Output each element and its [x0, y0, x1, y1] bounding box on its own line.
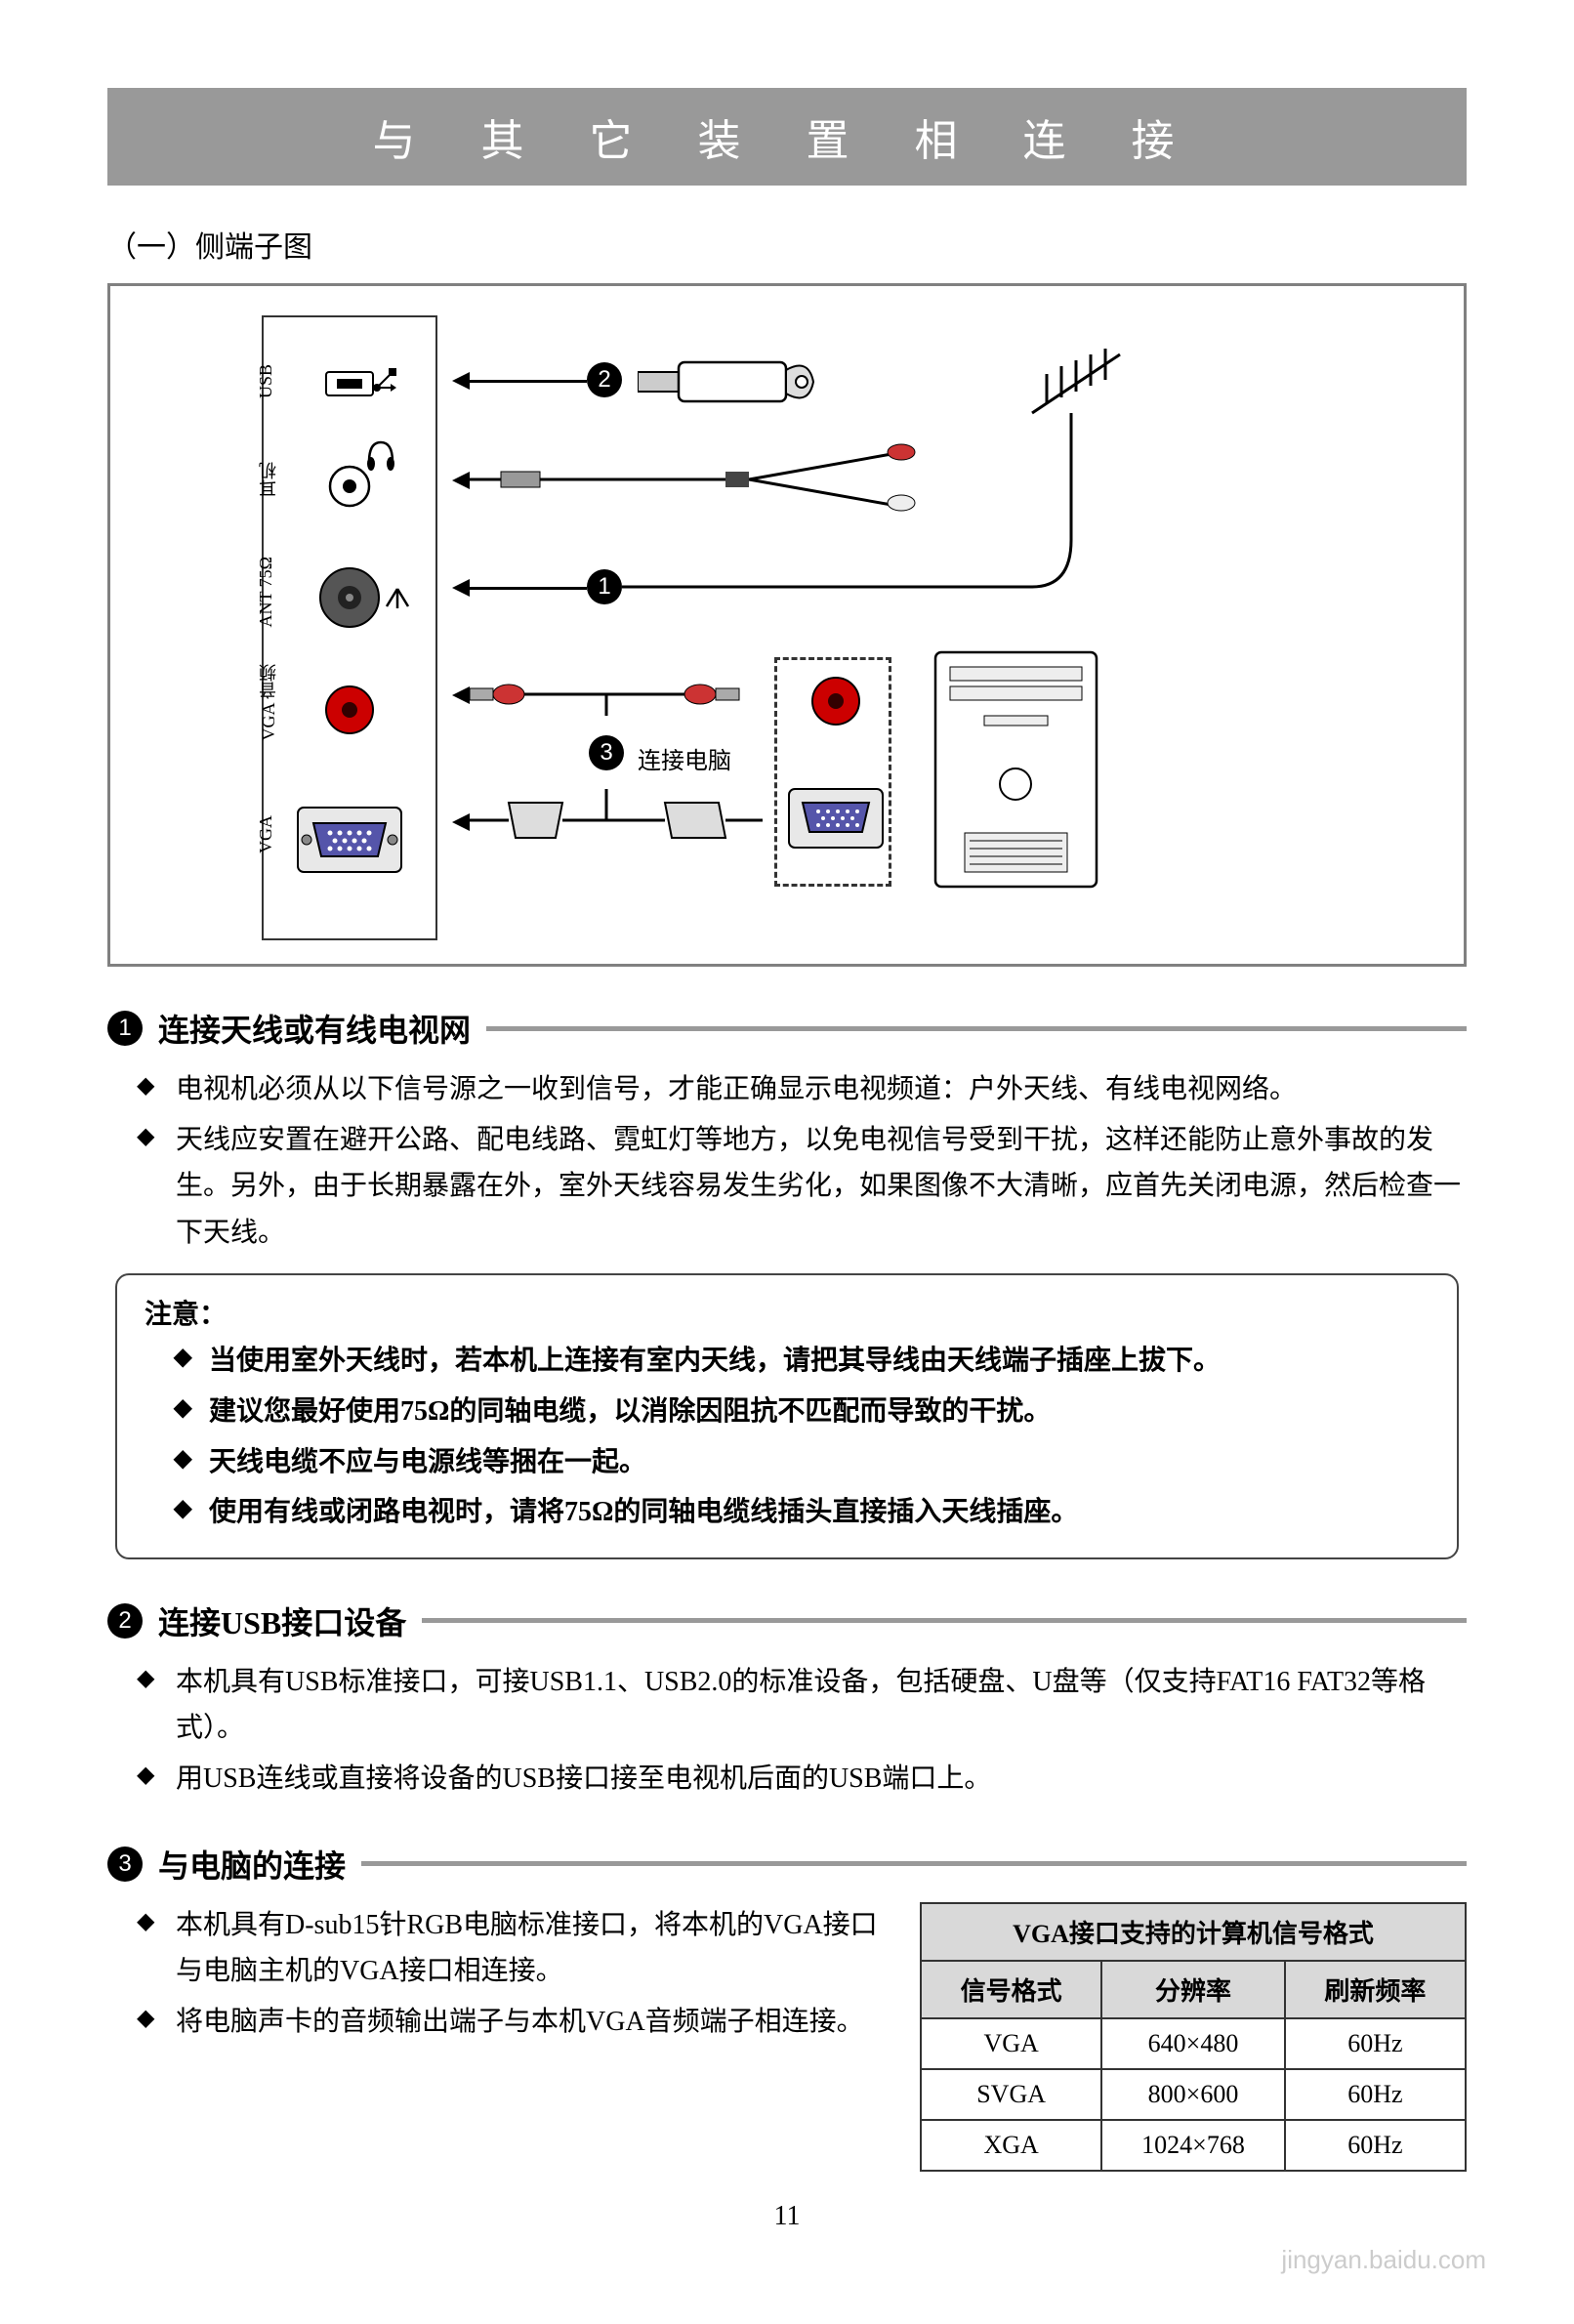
vga-port-label: VGA — [256, 815, 276, 853]
list-item: 使用有线或闭路电视时，请将75Ω的同轴电缆线插头直接插入天线插座。 — [174, 1489, 1429, 1536]
side-terminal-diagram: USB 耳机 — [107, 283, 1467, 967]
rule-icon — [361, 1861, 1467, 1866]
tv-side-panel: USB 耳机 — [262, 315, 437, 940]
vga-table-header: 信号格式 — [921, 1961, 1101, 2018]
vga-cell: VGA — [921, 2018, 1101, 2069]
vga-cable-icon — [470, 789, 821, 857]
section-3-content: 本机具有D-sub15针RGB电脑标准接口，将本机的VGA接口与电脑主机的VGA… — [107, 1902, 1467, 2172]
section-3-title: 与电脑的连接 — [158, 1842, 346, 1887]
usb-port-icon — [325, 371, 374, 400]
arrow-icon — [452, 813, 470, 831]
section-2-bullets: 本机具有USB标准接口，可接USB1.1、USB2.0的标准设备，包括硬盘、U盘… — [107, 1659, 1467, 1803]
usb-port-label: USB — [256, 364, 276, 398]
vga-cell: SVGA — [921, 2069, 1101, 2120]
pc-vga-jack-icon — [787, 787, 885, 850]
pc-io-box — [774, 657, 891, 887]
vga-cell: XGA — [921, 2120, 1101, 2171]
pc-audio-jack-icon — [809, 675, 862, 727]
vga-formats-table: VGA接口支持的计算机信号格式 信号格式 分辨率 刷新频率 VGA 640×48… — [920, 1902, 1467, 2172]
rule-icon — [422, 1618, 1467, 1623]
vga-port-icon — [296, 806, 403, 874]
arrow-icon — [452, 579, 470, 597]
section-3-bullets: 本机具有D-sub15针RGB电脑标准接口，将本机的VGA接口与电脑主机的VGA… — [107, 1902, 891, 2046]
table-row: VGA 640×480 60Hz — [921, 2018, 1466, 2069]
list-item: 天线应安置在避开公路、配电线路、霓虹灯等地方，以免电视信号受到干扰，这样还能防止… — [137, 1117, 1467, 1257]
vga-audio-port-icon — [323, 684, 376, 736]
section-3-header: 3 与电脑的连接 — [107, 1842, 1467, 1887]
vga-cell: 1024×768 — [1101, 2120, 1285, 2171]
rule-icon — [486, 1026, 1467, 1031]
vga-table-title: VGA接口支持的计算机信号格式 — [921, 1903, 1466, 1961]
note-box: 注意： 当使用室外天线时，若本机上连接有室内天线，请把其导线由天线端子插座上拔下… — [115, 1273, 1459, 1558]
list-item: 本机具有USB标准接口，可接USB1.1、USB2.0的标准设备，包括硬盘、U盘… — [137, 1659, 1467, 1752]
vga-table-header: 分辨率 — [1101, 1961, 1285, 2018]
section-1-bullets: 电视机必须从以下信号源之一收到信号，才能正确显示电视频道：户外天线、有线电视网络… — [107, 1066, 1467, 1256]
note-bullets: 当使用室外天线时，若本机上连接有室内天线，请把其导线由天线端子插座上拔下。 建议… — [145, 1338, 1429, 1535]
list-item: 当使用室外天线时，若本机上连接有室内天线，请把其导线由天线端子插座上拔下。 — [174, 1338, 1429, 1385]
ant-port-icon — [318, 566, 381, 629]
section-2-header: 2 连接USB接口设备 — [107, 1598, 1467, 1643]
arrow-icon — [452, 686, 470, 704]
connect-pc-label: 连接电脑 — [638, 741, 731, 775]
section-1-title: 连接天线或有线电视网 — [158, 1006, 471, 1051]
list-item: 用USB连线或直接将设备的USB接口接至电视机后面的USB端口上。 — [137, 1756, 1467, 1803]
table-row: SVGA 800×600 60Hz — [921, 2069, 1466, 2120]
vga-cell: 800×600 — [1101, 2069, 1285, 2120]
rca-cable-icon — [470, 677, 802, 716]
headphone-port-label: 耳机 — [256, 462, 281, 497]
section-2-title: 连接USB接口设备 — [158, 1598, 406, 1643]
connector-line — [470, 380, 587, 383]
connector-line — [470, 587, 587, 590]
headphone-symbol-icon — [361, 435, 400, 474]
list-item: 天线电缆不应与电源线等捆在一起。 — [174, 1439, 1429, 1486]
arrow-icon — [452, 372, 470, 390]
watermark: jingyan.baidu.com — [1281, 2245, 1486, 2275]
list-item: 电视机必须从以下信号源之一收到信号，才能正确显示电视频道：户外天线、有线电视网络… — [137, 1066, 1467, 1113]
vga-cell: 60Hz — [1285, 2018, 1466, 2069]
section-3-badge: 3 — [107, 1847, 143, 1882]
page-number: 11 — [107, 2201, 1467, 2232]
note-title: 注意： — [145, 1293, 1429, 1332]
vga-table-header: 刷新频率 — [1285, 1961, 1466, 2018]
vga-audio-port-label: VGA 音频 — [256, 664, 281, 741]
ant-port-label: ANT 75Ω — [256, 557, 276, 628]
section-1-header: 1 连接天线或有线电视网 — [107, 1006, 1467, 1051]
diagram-badge-2: 2 — [587, 362, 622, 397]
usb-symbol-icon — [371, 366, 398, 394]
subheading: （一）侧端子图 — [107, 223, 1467, 266]
vga-cell: 60Hz — [1285, 2120, 1466, 2171]
section-1-badge: 1 — [107, 1011, 143, 1046]
diagram-badge-3: 3 — [589, 735, 624, 770]
diagram-badge-1: 1 — [587, 569, 622, 604]
list-item: 建议您最好使用75Ω的同轴电缆，以消除因阻抗不匹配而导致的干扰。 — [174, 1389, 1429, 1435]
list-item: 本机具有D-sub15针RGB电脑标准接口，将本机的VGA接口与电脑主机的VGA… — [137, 1902, 891, 1995]
pc-tower-icon — [931, 647, 1116, 896]
list-item: 将电脑声卡的音频输出端子与本机VGA音频端子相连接。 — [137, 1999, 891, 2046]
section-2-badge: 2 — [107, 1603, 143, 1639]
page-title-bar: 与 其 它 装 置 相 连 接 — [107, 88, 1467, 186]
table-row: XGA 1024×768 60Hz — [921, 2120, 1466, 2171]
vga-cell: 60Hz — [1285, 2069, 1466, 2120]
ant-symbol-icon — [383, 581, 412, 610]
antenna-line-icon — [622, 345, 1305, 618]
vga-cell: 640×480 — [1101, 2018, 1285, 2069]
